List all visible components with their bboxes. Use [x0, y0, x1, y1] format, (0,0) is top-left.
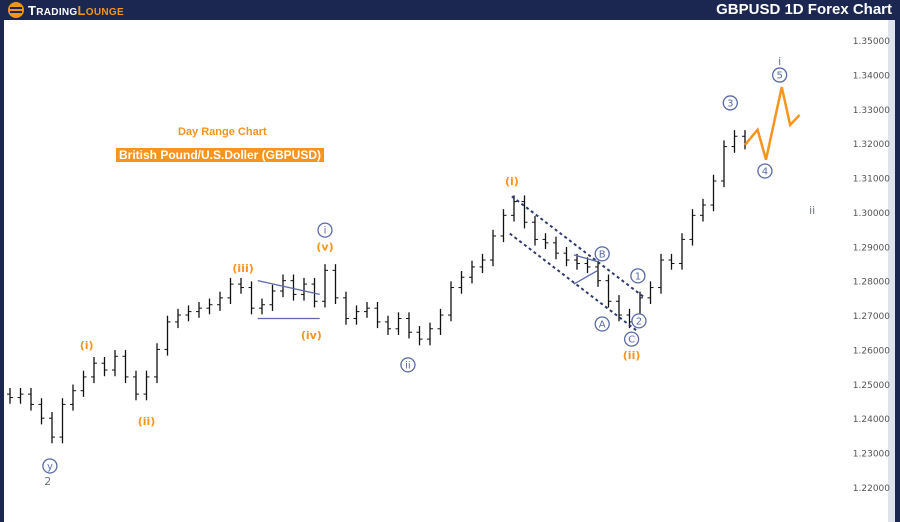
wave-label: ii — [405, 360, 411, 371]
wave-label: 4 — [762, 166, 768, 177]
y-tick-label: 1.25000 — [853, 381, 890, 391]
wave-label: (iii) — [232, 262, 253, 275]
y-tick-label: 1.35000 — [853, 37, 890, 47]
wave-label: (v) — [316, 240, 333, 253]
triangle-line — [573, 254, 599, 263]
axis-border — [888, 20, 895, 522]
wave-label: B — [599, 249, 606, 260]
wave-label: i — [324, 226, 327, 237]
wave-label: 1 — [635, 271, 641, 282]
wave-label-circle — [594, 246, 610, 262]
triangle-line — [257, 280, 320, 296]
chart-type-label: Day Range Chart — [178, 126, 267, 138]
y-tick-label: 1.26000 — [853, 346, 890, 356]
wave-label: (ii) — [138, 415, 156, 428]
wave-label-circle — [722, 95, 738, 111]
channel-line-lower — [509, 232, 639, 333]
y-tick-label: 1.33000 — [853, 106, 890, 116]
logo: TRADINGLOUNGE — [8, 1, 124, 19]
wave-label: y — [47, 461, 53, 472]
wave-label-circle — [42, 458, 58, 474]
y-tick-label: 1.28000 — [853, 278, 890, 288]
y-tick-label: 1.30000 — [853, 209, 890, 219]
wave-label: (iv) — [301, 329, 322, 342]
logo-icon — [8, 2, 24, 18]
instrument-label: British Pound/U.S.Doller (GBPUSD) — [116, 148, 325, 162]
projection-path — [744, 86, 801, 160]
y-tick-label: 1.34000 — [853, 71, 890, 81]
y-tick-label: 1.32000 — [853, 140, 890, 150]
wave-label: 2 — [44, 475, 51, 488]
wave-label-circle — [630, 268, 646, 284]
wave-label: A — [599, 319, 606, 330]
y-tick-label: 1.29000 — [853, 243, 890, 253]
wave-label-circle — [757, 163, 773, 179]
header-bar: TRADINGLOUNGE GBPUSD 1D Forex Chart — [0, 0, 900, 20]
wave-label-circle — [317, 222, 333, 238]
y-tick-label: 1.31000 — [853, 175, 890, 185]
chart-title: GBPUSD 1D Forex Chart — [716, 1, 892, 18]
wave-label-circle — [594, 316, 610, 332]
wave-label: (ii) — [623, 349, 641, 362]
y-tick-label: 1.27000 — [853, 312, 890, 322]
wave-label-circle — [631, 313, 647, 329]
wave-label: C — [628, 335, 635, 346]
wave-label-circle — [623, 331, 640, 347]
wave-label-circle — [400, 357, 416, 373]
y-tick-label: 1.23000 — [853, 450, 890, 460]
wave-label: 5 — [776, 71, 782, 82]
wave-label: ii — [809, 204, 815, 217]
chart-area — [4, 20, 895, 522]
y-tick-label: 1.22000 — [853, 484, 890, 494]
wave-label: (i) — [505, 175, 519, 188]
wave-label: (i) — [80, 339, 94, 352]
wave-label: 2 — [636, 316, 642, 327]
y-tick-label: 1.24000 — [853, 415, 890, 425]
wave-label: i — [778, 55, 781, 68]
wave-label: 3 — [727, 98, 733, 109]
triangle-line — [573, 269, 599, 285]
logo-text: TRADINGLOUNGE — [28, 2, 124, 18]
wave-label-circle — [772, 67, 788, 83]
